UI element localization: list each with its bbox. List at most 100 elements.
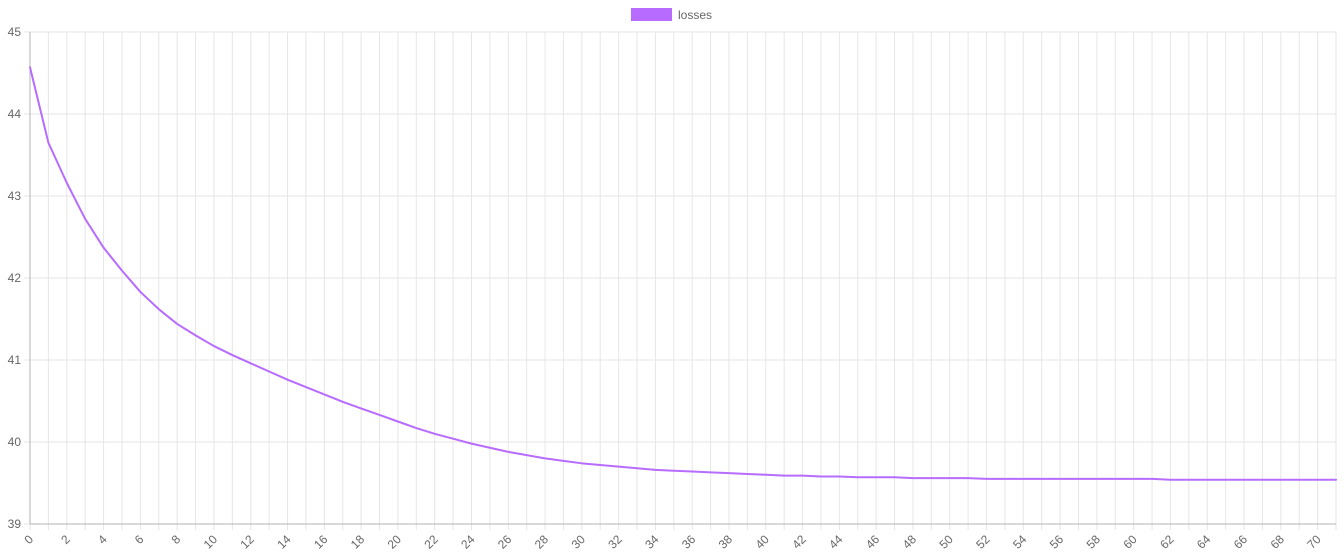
data-point[interactable]: [652, 467, 658, 473]
data-point[interactable]: [965, 475, 971, 481]
x-tick-label: 12: [238, 532, 258, 550]
y-tick-label: 39: [8, 517, 22, 531]
y-axis-ticks: 39 40 41 42 43 44 45: [8, 25, 22, 531]
data-point[interactable]: [800, 473, 806, 479]
data-point[interactable]: [671, 468, 677, 474]
data-point[interactable]: [487, 445, 493, 451]
data-point[interactable]: [744, 471, 750, 477]
x-tick-label: 34: [642, 532, 662, 550]
data-point[interactable]: [524, 452, 530, 458]
legend[interactable]: losses: [631, 8, 712, 22]
data-point[interactable]: [1002, 476, 1008, 482]
data-point[interactable]: [82, 216, 88, 222]
data-point[interactable]: [726, 470, 732, 476]
data-point[interactable]: [947, 475, 953, 481]
series: [27, 64, 1339, 483]
data-point[interactable]: [211, 343, 217, 349]
x-tick-label: 18: [348, 532, 368, 550]
data-point[interactable]: [542, 455, 548, 461]
data-point[interactable]: [818, 473, 824, 479]
x-tick-label: 42: [789, 532, 809, 550]
x-axis-ticks: 0 2 4 6 8 10 12 14 16 18 20 22 24 26 28 30 32 34 36 38 40 42 4…: [21, 532, 1323, 552]
data-point[interactable]: [358, 405, 364, 411]
data-point[interactable]: [303, 384, 309, 390]
data-point[interactable]: [928, 475, 934, 481]
data-point[interactable]: [266, 368, 272, 374]
data-point[interactable]: [229, 352, 235, 358]
y-tick-label: 41: [8, 353, 22, 367]
data-point[interactable]: [1020, 476, 1026, 482]
x-tick-label: 52: [973, 532, 993, 550]
y-tick-label: 42: [8, 271, 22, 285]
data-point[interactable]: [984, 476, 990, 482]
x-tick-label: 26: [495, 532, 515, 550]
x-tick-label: 62: [1157, 532, 1177, 550]
data-point[interactable]: [1075, 476, 1081, 482]
data-point[interactable]: [1094, 476, 1100, 482]
data-point[interactable]: [1296, 477, 1302, 483]
data-point[interactable]: [579, 460, 585, 466]
data-point[interactable]: [1149, 476, 1155, 482]
x-tick-label: 2: [58, 532, 73, 547]
data-point[interactable]: [1186, 477, 1192, 483]
y-tick-label: 40: [8, 435, 22, 449]
data-point[interactable]: [708, 469, 714, 475]
data-point[interactable]: [1204, 477, 1210, 483]
data-point[interactable]: [450, 436, 456, 442]
data-point[interactable]: [64, 180, 70, 186]
data-point[interactable]: [1057, 476, 1063, 482]
data-point[interactable]: [910, 475, 916, 481]
legend-swatch-losses[interactable]: [631, 8, 672, 21]
x-tick-label: 64: [1194, 532, 1214, 550]
data-point[interactable]: [634, 465, 640, 471]
data-point[interactable]: [137, 289, 143, 295]
data-point[interactable]: [1315, 477, 1321, 483]
data-point[interactable]: [1167, 477, 1173, 483]
data-point[interactable]: [560, 458, 566, 464]
data-point[interactable]: [616, 464, 622, 470]
data-point[interactable]: [505, 449, 511, 455]
data-point[interactable]: [1278, 477, 1284, 483]
data-point[interactable]: [781, 473, 787, 479]
data-point[interactable]: [836, 473, 842, 479]
y-tick-label: 44: [8, 107, 22, 121]
data-point[interactable]: [1333, 477, 1339, 483]
data-point[interactable]: [101, 245, 107, 251]
x-tick-label: 50: [936, 532, 956, 550]
data-point[interactable]: [193, 332, 199, 338]
data-point[interactable]: [1223, 477, 1229, 483]
data-point[interactable]: [1259, 477, 1265, 483]
data-point[interactable]: [27, 64, 33, 70]
grid: [24, 31, 1337, 530]
data-point[interactable]: [1241, 477, 1247, 483]
data-point[interactable]: [156, 306, 162, 312]
data-point[interactable]: [763, 472, 769, 478]
data-point[interactable]: [119, 268, 125, 274]
legend-label-losses[interactable]: losses: [678, 8, 712, 22]
data-point[interactable]: [321, 391, 327, 397]
data-point[interactable]: [1131, 476, 1137, 482]
data-point[interactable]: [45, 140, 51, 146]
data-point[interactable]: [689, 469, 695, 475]
x-tick-label: 38: [716, 532, 736, 550]
x-tick-label: 30: [569, 532, 589, 550]
data-point[interactable]: [413, 425, 419, 431]
data-point[interactable]: [855, 474, 861, 480]
data-point[interactable]: [285, 377, 291, 383]
data-point[interactable]: [468, 441, 474, 447]
data-point[interactable]: [376, 412, 382, 418]
data-point[interactable]: [1039, 476, 1045, 482]
data-point[interactable]: [395, 419, 401, 425]
data-point[interactable]: [873, 474, 879, 480]
data-point[interactable]: [248, 360, 254, 366]
x-tick-label: 68: [1268, 532, 1288, 550]
data-point[interactable]: [174, 321, 180, 327]
data-point[interactable]: [892, 474, 898, 480]
x-tick-label: 14: [274, 532, 294, 550]
data-point[interactable]: [340, 399, 346, 405]
data-point[interactable]: [597, 462, 603, 468]
data-point[interactable]: [432, 431, 438, 437]
x-tick-label: 48: [900, 532, 920, 550]
data-point[interactable]: [1112, 476, 1118, 482]
